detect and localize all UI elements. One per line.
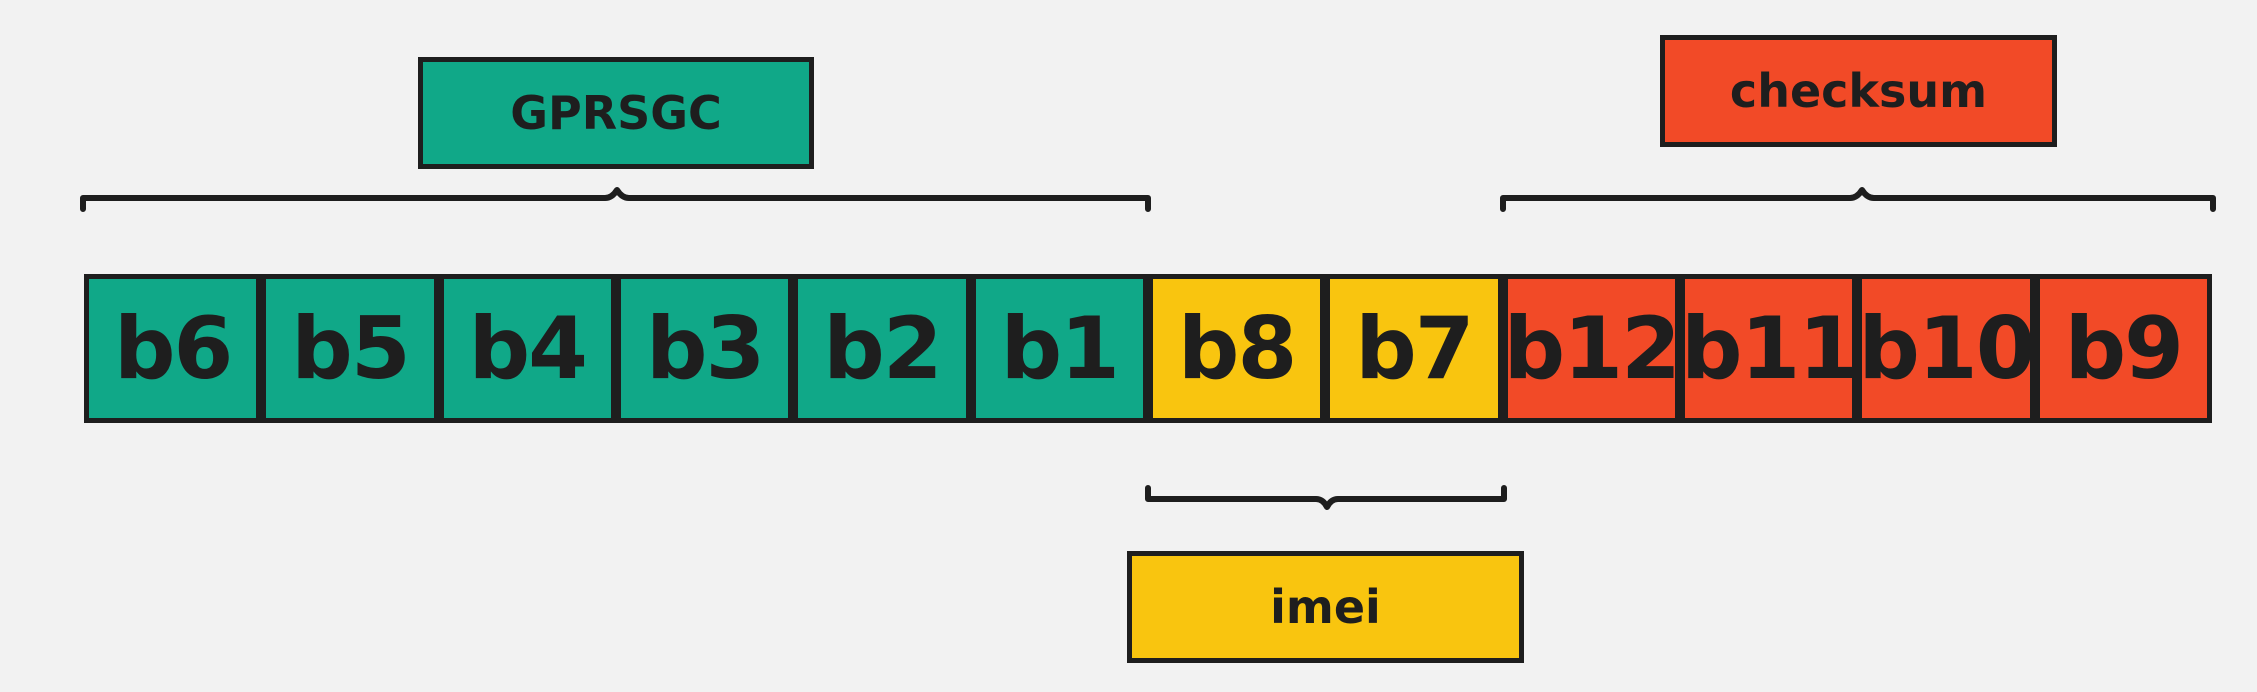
byte-row: b6 b5 b4 b3 b2 b1 b8 b7 b12 b11 b10 b9 bbox=[84, 274, 2212, 423]
byte-cell-b4: b4 bbox=[438, 274, 616, 423]
imei-label-box: imei bbox=[1127, 551, 1524, 663]
byte-cell-b9: b9 bbox=[2034, 274, 2212, 423]
byte-cell-b1: b1 bbox=[970, 274, 1148, 423]
gprsgc-brace bbox=[80, 187, 1151, 212]
byte-cell-b12: b12 bbox=[1502, 274, 1680, 423]
gprsgc-label-box: GPRSGC bbox=[418, 57, 814, 169]
byte-cell-b11: b11 bbox=[1679, 274, 1858, 423]
byte-cell-b7: b7 bbox=[1325, 274, 1503, 423]
byte-cell-b8: b8 bbox=[1147, 274, 1326, 423]
byte-cell-b2: b2 bbox=[793, 274, 971, 423]
byte-cell-b3: b3 bbox=[615, 274, 794, 423]
checksum-brace bbox=[1500, 187, 2216, 212]
byte-cell-b6: b6 bbox=[84, 274, 262, 423]
checksum-label-box: checksum bbox=[1660, 35, 2057, 147]
byte-cell-b10: b10 bbox=[1857, 274, 2035, 423]
imei-brace bbox=[1145, 485, 1507, 510]
byte-cell-b5: b5 bbox=[261, 274, 439, 423]
